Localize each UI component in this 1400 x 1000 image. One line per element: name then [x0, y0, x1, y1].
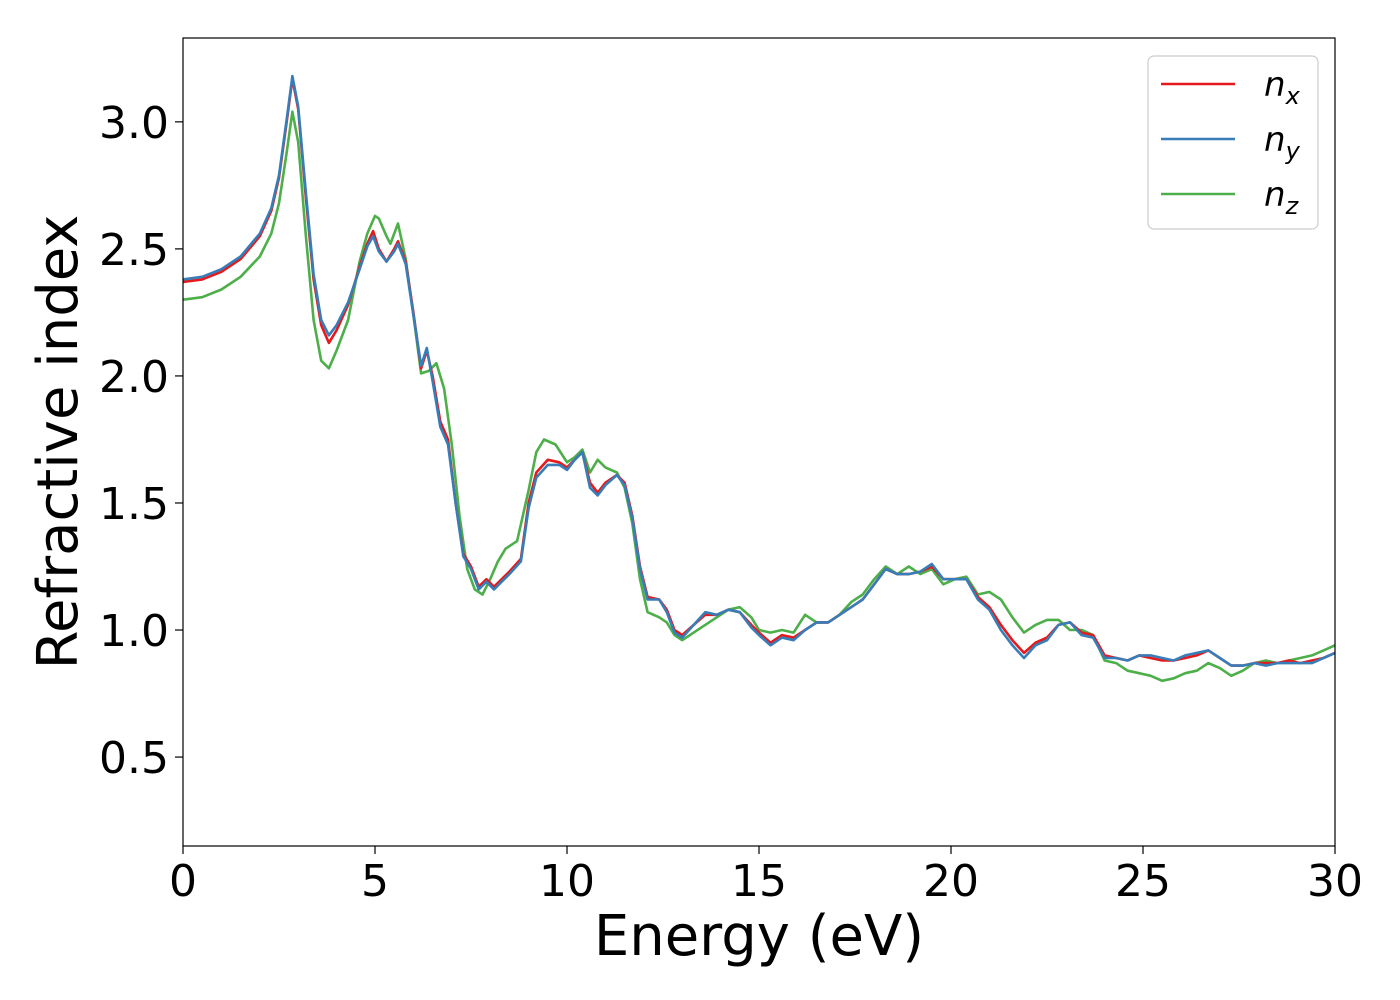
x-tick-label: 15: [731, 856, 787, 907]
legend-box: [1147, 55, 1319, 230]
y-tick-label: 2.0: [99, 352, 169, 403]
x-tick-label: 0: [169, 856, 197, 907]
x-tick-label: 30: [1307, 856, 1363, 907]
legend: nx ny nz: [1147, 55, 1319, 230]
x-tick-label: 5: [361, 856, 389, 907]
legend-label-nz: nz: [1264, 175, 1300, 220]
y-axis-label: Refractive index: [26, 215, 91, 670]
legend-label-nx: nx: [1264, 65, 1301, 110]
legend-label-ny: ny: [1264, 120, 1301, 165]
series-lines: [182, 74, 1336, 683]
axis-ticks: 0 5 10 15 20 25 30 0.5 1.0 1.5 2.0 2.5 3.0: [99, 98, 1363, 907]
x-tick-label: 10: [539, 856, 595, 907]
y-tick-label: 1.0: [99, 606, 169, 657]
x-tick-label: 25: [1115, 856, 1171, 907]
y-tick-label: 0.5: [99, 733, 169, 784]
plot-frame: [182, 37, 1336, 847]
series-line-nz: [182, 110, 1336, 683]
series-line-ny: [182, 74, 1336, 667]
x-tick-label: 20: [923, 856, 979, 907]
y-tick-label: 3.0: [99, 98, 169, 149]
y-tick-label: 1.5: [99, 479, 169, 530]
y-tick-label: 2.5: [99, 225, 169, 276]
x-axis-label: Energy (eV): [594, 904, 924, 969]
